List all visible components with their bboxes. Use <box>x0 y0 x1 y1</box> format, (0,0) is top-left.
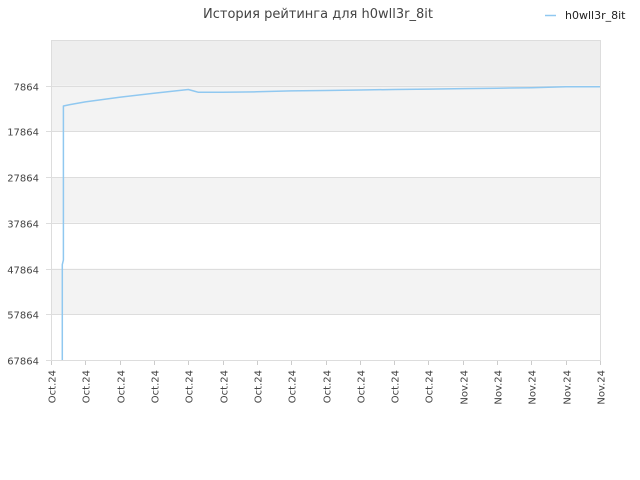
y-tick-label: 37864 <box>7 220 39 231</box>
x-tick-label: Oct.24 <box>48 370 59 403</box>
x-tick-label: Nov.24 <box>494 370 505 405</box>
x-tick-label: Oct.24 <box>323 370 334 403</box>
x-tick-label: Oct.24 <box>254 370 265 403</box>
background-band <box>51 177 600 223</box>
y-tick-label: 67864 <box>7 357 39 368</box>
x-tick-label: Oct.24 <box>391 370 402 403</box>
chart-title: История рейтинга для h0wll3r_8it <box>203 7 433 22</box>
x-tick-label: Nov.24 <box>528 370 539 405</box>
background-bands <box>51 40 600 360</box>
background-band <box>51 222 600 269</box>
series-line <box>61 86 600 360</box>
x-tick-label: Oct.24 <box>117 370 128 403</box>
x-axis-ticks: Oct.24 Oct.24 Oct.24 Oct.24 Oct.24 Oct.24 Oct.… <box>48 370 608 405</box>
plot-frame <box>51 40 601 361</box>
y-tick-label: 27864 <box>7 174 39 185</box>
background-band <box>51 131 600 178</box>
background-band <box>51 314 600 360</box>
legend: h0wll3r_8it <box>545 9 626 22</box>
y-tick-label: 7864 <box>14 83 39 94</box>
y-axis-ticks: 7864 17864 27864 37864 47864 57864 67864 <box>7 83 39 368</box>
background-band <box>51 85 600 132</box>
series-layer <box>61 86 600 360</box>
x-tick-label: Oct.24 <box>82 370 93 403</box>
background-band <box>51 40 600 86</box>
y-tick-label: 57864 <box>7 311 39 322</box>
y-tick-label: 47864 <box>7 266 39 277</box>
x-tick-label: Oct.24 <box>357 370 368 403</box>
x-tick-label: Oct.24 <box>151 370 162 403</box>
x-tick-label: Nov.24 <box>460 370 471 405</box>
background-band <box>51 268 600 315</box>
x-tick-label: Oct.24 <box>425 370 436 403</box>
legend-label: h0wll3r_8it <box>565 9 626 22</box>
x-tick-label: Oct.24 <box>288 370 299 403</box>
x-tick-label: Nov.24 <box>597 370 608 405</box>
x-tick-label: Oct.24 <box>220 370 231 403</box>
y-tick-label: 17864 <box>7 128 39 139</box>
x-tick-label: Nov.24 <box>563 370 574 405</box>
x-tick-label: Oct.24 <box>185 370 196 403</box>
